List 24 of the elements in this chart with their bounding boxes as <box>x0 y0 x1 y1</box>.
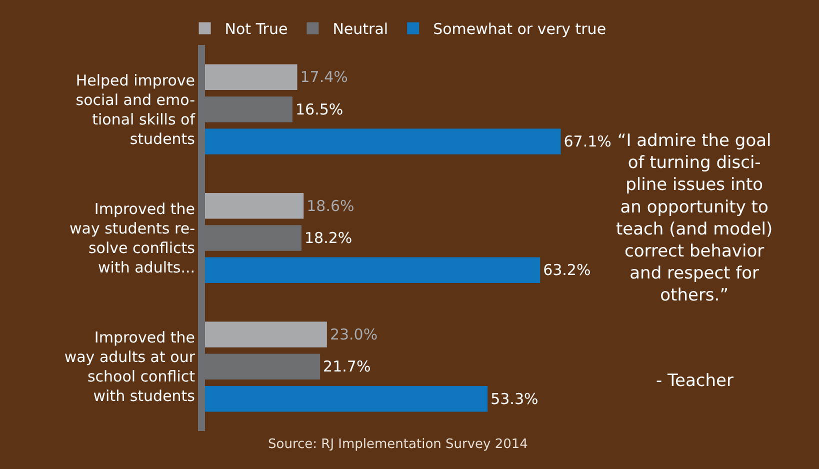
bar <box>205 64 298 90</box>
data-label: 63.2% <box>543 261 591 280</box>
bar <box>205 257 540 284</box>
source-note: Source: RJ Implementation Survey 2014 <box>268 437 528 452</box>
bar <box>205 192 304 219</box>
text: - Teacher <box>656 371 734 391</box>
data-label: 67.1% <box>564 132 612 150</box>
data-label: 18.2% <box>304 229 352 247</box>
bar <box>205 386 488 412</box>
data-label: 17.4% <box>300 68 348 86</box>
data-label: 18.6% <box>306 196 354 215</box>
y-tick-label: Improved the way students re- solve conflicts with adults... <box>69 200 196 276</box>
data-label: 21.7% <box>323 358 371 376</box>
text: “I admire the goal of turning disci- pline issues into an opportunity to teach (and model) correct behavior and respect for others.” <box>616 131 773 306</box>
data-label: 53.3% <box>490 390 538 408</box>
bar <box>205 128 561 154</box>
legend-label: Not True <box>224 20 288 38</box>
y-tick-label: Helped improve social and emo- tional skills of students <box>76 71 196 148</box>
y-tick-label: Improved the way adults at our school conflict with students <box>64 328 196 406</box>
data-label: 16.5% <box>295 100 344 118</box>
data-label: 23.0% <box>330 326 378 344</box>
bar <box>205 322 327 348</box>
legend-label: Neutral <box>332 20 388 38</box>
legend-label: Somewhat or very true <box>433 20 606 38</box>
